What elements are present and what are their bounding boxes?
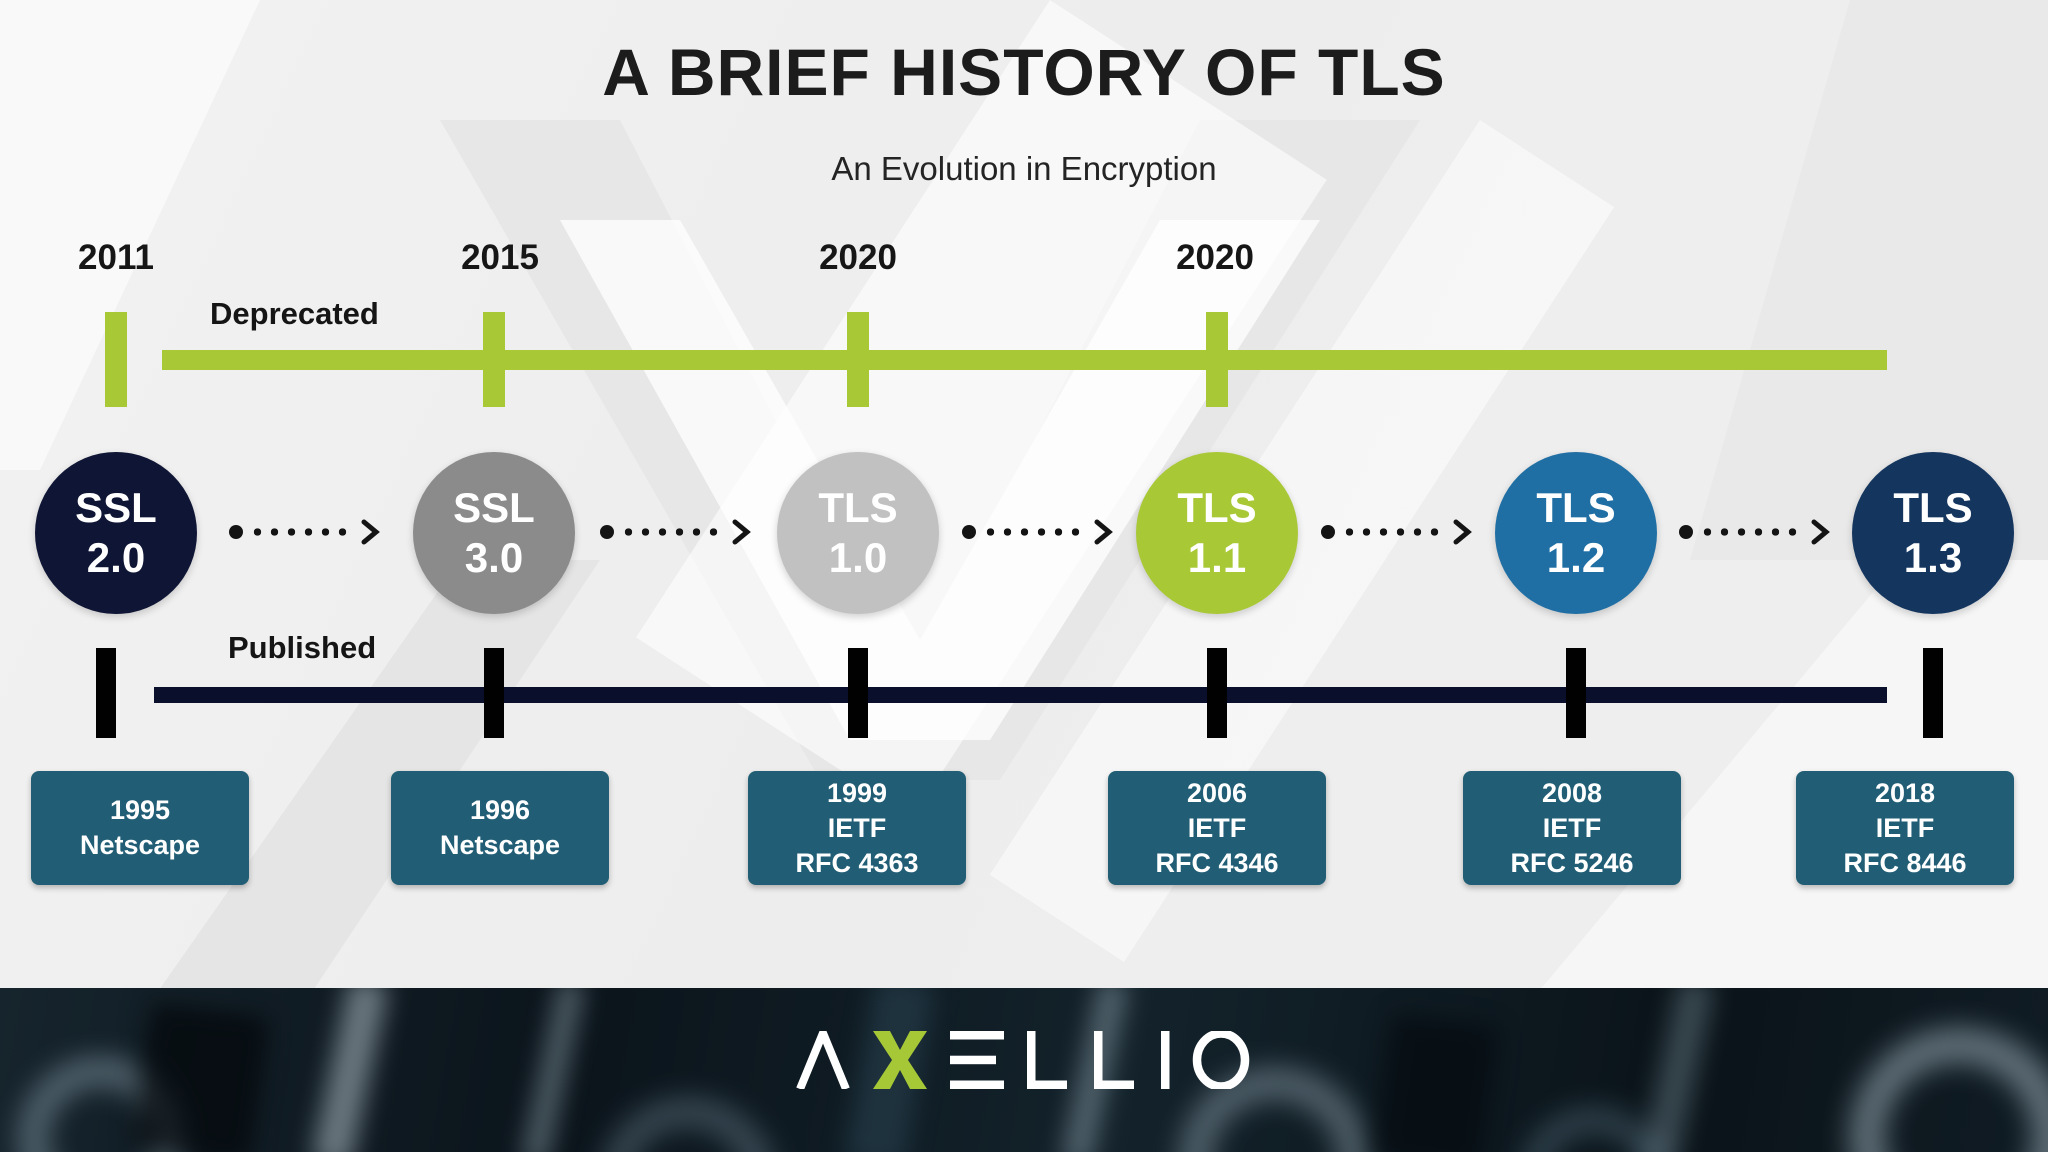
- arrow-dots: [249, 527, 355, 537]
- logo-letter-a: [796, 1022, 850, 1091]
- deprecated-year-label: 2011: [78, 238, 154, 277]
- published-tick-tls-1-1: [1207, 648, 1227, 738]
- publisher: IETF: [1187, 812, 1247, 843]
- protocol-label: TLS: [1893, 484, 1973, 531]
- published-tick-ssl-2-0: [96, 648, 116, 738]
- dotted-arrow-icon: [962, 516, 1114, 548]
- version-label: 1.1: [1187, 534, 1247, 581]
- publisher: IETF: [1875, 812, 1935, 843]
- page-subtitle: An Evolution in Encryption: [831, 150, 1217, 187]
- publication-box-tls-1-0: 1999 IETF RFC 4363: [748, 771, 966, 885]
- logo-letter-l: [1094, 1031, 1134, 1089]
- dotted-arrow-icon: [1321, 516, 1473, 548]
- arrow-chevron-icon: [1453, 519, 1472, 545]
- deprecated-tick-tls-1-0: [847, 312, 869, 407]
- deprecated-year-label: 2015: [461, 238, 539, 277]
- version-circle-tls-1-3: TLS 1.3: [1852, 452, 2014, 614]
- version-circle-ssl-3-0: SSL 3.0: [413, 452, 575, 614]
- logo-letter-e: [950, 1031, 1004, 1089]
- published-year: 2018: [1874, 777, 1936, 808]
- axellio-logo-glyphs: [796, 1022, 1250, 1091]
- arrow-dots: [1341, 527, 1447, 537]
- arrow-chevron-icon: [1094, 519, 1113, 545]
- publication-box-tls-1-1: 2006 IETF RFC 4346: [1108, 771, 1326, 885]
- arrow-dots: [1699, 527, 1805, 537]
- published-year: 1995: [109, 795, 171, 825]
- protocol-label: TLS: [818, 484, 898, 531]
- published-year: 2006: [1186, 777, 1248, 808]
- publisher: Netscape: [79, 830, 201, 860]
- circuit-board-blur: [1640, 988, 1716, 1152]
- dotted-arrow-icon: [600, 516, 752, 548]
- published-timeline-label: Published: [228, 630, 377, 665]
- logo-letter-l: [1027, 1031, 1067, 1089]
- version-circle-ssl-2-0: SSL 2.0: [35, 452, 197, 614]
- footer-banner: [0, 988, 2048, 1152]
- circuit-board-blur: [1370, 1011, 1500, 1152]
- publication-box-ssl-3-0: 1996 Netscape: [391, 771, 609, 885]
- arrow-start-dot: [1679, 525, 1693, 539]
- protocol-label: TLS: [1177, 484, 1257, 531]
- published-tick-tls-1-2: [1566, 648, 1586, 738]
- circuit-board-blur: [310, 988, 390, 1152]
- version-circle-tls-1-2: TLS 1.2: [1495, 452, 1657, 614]
- deprecated-tick-tls-1-1: [1206, 312, 1228, 407]
- version-label: 1.3: [1903, 534, 1963, 581]
- version-circle-tls-1-1: TLS 1.1: [1136, 452, 1298, 614]
- deprecated-timeline-line: [162, 350, 1887, 370]
- publisher: Netscape: [439, 830, 561, 860]
- published-tick-tls-1-3: [1923, 648, 1943, 738]
- arrow-start-dot: [962, 525, 976, 539]
- deprecated-year-label: 2020: [1176, 238, 1254, 277]
- publication-box-ssl-2-0: 1995 Netscape: [31, 771, 249, 885]
- arrow-dots: [620, 527, 726, 537]
- circuit-board-blur: [600, 1098, 776, 1152]
- arrow-chevron-icon: [732, 519, 751, 545]
- published-year: 1996: [469, 795, 531, 825]
- deprecated-year-label: 2020: [819, 238, 897, 277]
- arrow-chevron-icon: [1811, 519, 1830, 545]
- logo-letter-i: [1161, 1031, 1170, 1089]
- version-circle-tls-1-0: TLS 1.0: [777, 452, 939, 614]
- published-year: 2008: [1541, 777, 1603, 808]
- publisher: IETF: [1542, 812, 1602, 843]
- deprecated-timeline-label: Deprecated: [210, 296, 379, 331]
- protocol-label: TLS: [1536, 484, 1616, 531]
- published-year: 1999: [826, 777, 888, 808]
- version-label: 3.0: [464, 534, 524, 581]
- dotted-arrow-icon: [229, 516, 381, 548]
- published-tick-ssl-3-0: [484, 648, 504, 738]
- rfc-number: RFC 4363: [795, 847, 919, 878]
- deprecated-tick-ssl-2-0: [105, 312, 127, 407]
- arrow-start-dot: [229, 525, 243, 539]
- page-title: A BRIEF HISTORY OF TLS: [602, 35, 1446, 109]
- protocol-label: SSL: [453, 484, 535, 531]
- rfc-number: RFC 8446: [1843, 847, 1967, 878]
- arrow-dots: [982, 527, 1088, 537]
- protocol-label: SSL: [75, 484, 157, 531]
- publication-box-tls-1-2: 2008 IETF RFC 5246: [1463, 771, 1681, 885]
- deprecated-tick-ssl-3-0: [483, 312, 505, 407]
- dotted-arrow-icon: [1679, 516, 1831, 548]
- arrow-start-dot: [600, 525, 614, 539]
- version-label: 1.0: [828, 534, 888, 581]
- circuit-board-blur: [520, 988, 586, 1152]
- rfc-number: RFC 5246: [1510, 847, 1634, 878]
- publication-box-tls-1-3: 2018 IETF RFC 8446: [1796, 771, 2014, 885]
- publisher: IETF: [827, 812, 887, 843]
- circuit-board-blur: [130, 1000, 270, 1152]
- arrow-start-dot: [1321, 525, 1335, 539]
- published-tick-tls-1-0: [848, 648, 868, 738]
- logo-letter-o: [1192, 1029, 1250, 1091]
- logo-letter-x: [873, 1031, 927, 1089]
- version-label: 2.0: [86, 534, 146, 581]
- version-label: 1.2: [1546, 534, 1606, 581]
- published-timeline-line: [154, 687, 1887, 703]
- circuit-board-blur: [1850, 1028, 2048, 1152]
- rfc-number: RFC 4346: [1155, 847, 1279, 878]
- bg-chevron-shape: [440, 120, 1420, 780]
- arrow-chevron-icon: [361, 519, 380, 545]
- axellio-logo: AXELLIO: [796, 1022, 1252, 1091]
